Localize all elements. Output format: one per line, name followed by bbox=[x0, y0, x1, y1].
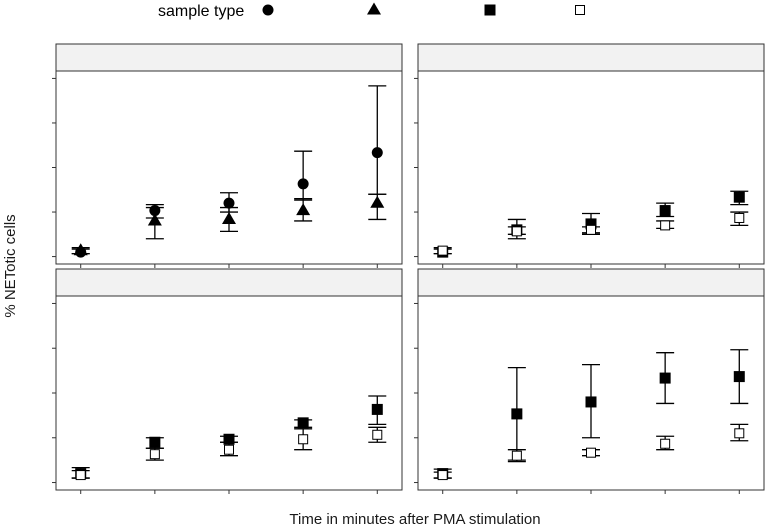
series-spls-aat bbox=[433, 211, 749, 256]
panel-border bbox=[55, 70, 403, 265]
data-point bbox=[372, 429, 383, 440]
data-point bbox=[297, 178, 309, 190]
data-point bbox=[734, 428, 745, 439]
panel-strip bbox=[55, 43, 403, 72]
data-point bbox=[586, 224, 596, 235]
data-point bbox=[223, 197, 235, 209]
panel-strip bbox=[55, 268, 403, 297]
data-point bbox=[437, 245, 448, 256]
data-point bbox=[734, 212, 745, 223]
data-point bbox=[149, 436, 161, 448]
panels bbox=[52, 43, 765, 494]
data-point bbox=[437, 470, 448, 481]
data-point bbox=[660, 438, 671, 449]
legend-spls-aat-key bbox=[575, 5, 585, 15]
data-point bbox=[224, 444, 234, 455]
data-point bbox=[371, 403, 383, 415]
series-pure-spls bbox=[433, 190, 749, 258]
data-point bbox=[222, 212, 236, 225]
series-pure-spls bbox=[71, 395, 387, 480]
legend: sample type bbox=[158, 2, 585, 20]
data-point bbox=[298, 434, 309, 445]
panel-sple bbox=[52, 268, 403, 494]
data-point bbox=[147, 213, 162, 226]
data-point bbox=[585, 218, 597, 230]
data-point bbox=[511, 226, 522, 237]
panel-spld bbox=[414, 43, 765, 268]
panel-border bbox=[417, 70, 765, 265]
data-point bbox=[659, 372, 671, 384]
series-spls-aat bbox=[71, 426, 387, 481]
data-point bbox=[371, 147, 383, 159]
data-point bbox=[659, 205, 671, 217]
panel-controls bbox=[52, 43, 403, 268]
data-point bbox=[586, 447, 596, 458]
series-pure-spls bbox=[433, 349, 749, 480]
data-point bbox=[370, 195, 385, 208]
series-synthetic-c36 bbox=[71, 193, 387, 256]
data-point bbox=[297, 417, 309, 429]
data-point bbox=[585, 396, 597, 408]
data-point bbox=[660, 220, 671, 231]
data-point bbox=[733, 371, 745, 383]
data-point bbox=[296, 203, 311, 216]
panel-splf bbox=[414, 268, 765, 494]
legend-title: sample type bbox=[158, 3, 244, 20]
data-point bbox=[733, 191, 745, 203]
data-point bbox=[511, 408, 523, 420]
panel-strip bbox=[417, 43, 765, 72]
panel-border bbox=[55, 295, 403, 491]
data-point bbox=[75, 470, 86, 481]
panel-strip bbox=[417, 268, 765, 297]
data-point bbox=[223, 433, 235, 445]
y-axis-label: % NETotic cells bbox=[2, 214, 19, 317]
data-point bbox=[511, 450, 522, 461]
data-point bbox=[149, 449, 160, 460]
series-spls-aat bbox=[433, 423, 749, 481]
legend-pure-aat-key bbox=[262, 4, 274, 16]
data-point bbox=[73, 243, 88, 256]
legend-pure-spls-key bbox=[484, 4, 496, 16]
x-axis-label: Time in minutes after PMA stimulation bbox=[289, 511, 540, 528]
legend-synthetic-c36-key bbox=[367, 2, 381, 15]
